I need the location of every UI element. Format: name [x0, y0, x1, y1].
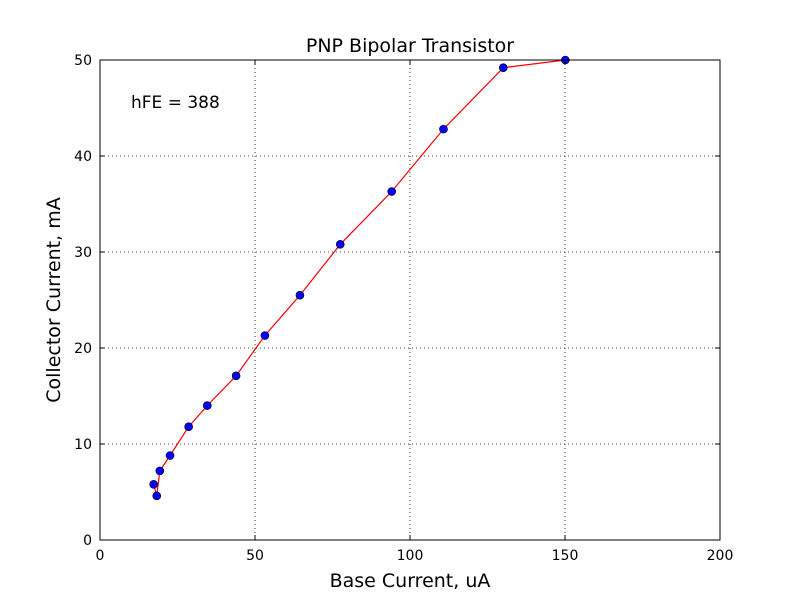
- data-point: [295, 290, 305, 300]
- y-tick-label: 10: [74, 437, 92, 453]
- x-tick-label: 50: [246, 548, 264, 564]
- ticks: 0 50 100 150 200 0 10 20 30 40 50: [74, 53, 733, 564]
- data-point: [149, 480, 158, 489]
- y-tick-label: 30: [74, 245, 92, 261]
- data-point: [260, 331, 270, 340]
- x-tick-label: 100: [397, 548, 424, 564]
- x-tick-label: 200: [707, 548, 734, 564]
- series: [149, 55, 570, 501]
- hfe-annotation: hFE = 388: [131, 93, 220, 113]
- grid: [100, 60, 720, 540]
- y-tick-label: 50: [74, 53, 92, 69]
- y-tick-label: 20: [74, 341, 92, 357]
- x-axis-title: Base Current, uA: [330, 570, 491, 592]
- data-point: [152, 491, 162, 501]
- data-point: [499, 63, 508, 72]
- data-point: [155, 466, 165, 476]
- x-tick-label: 0: [96, 548, 105, 564]
- data-point: [165, 451, 175, 460]
- chart-title: PNP Bipolar Transistor: [306, 35, 514, 57]
- data-point: [335, 240, 345, 249]
- data-point: [202, 401, 212, 410]
- y-axis-title: Collector Current, mA: [43, 197, 65, 402]
- x-tick-label: 150: [552, 548, 579, 564]
- data-point: [184, 422, 193, 432]
- data-point: [231, 371, 241, 381]
- y-tick-label: 0: [83, 533, 92, 549]
- y-tick-label: 40: [74, 149, 92, 165]
- data-point: [387, 187, 397, 196]
- data-point: [439, 124, 448, 134]
